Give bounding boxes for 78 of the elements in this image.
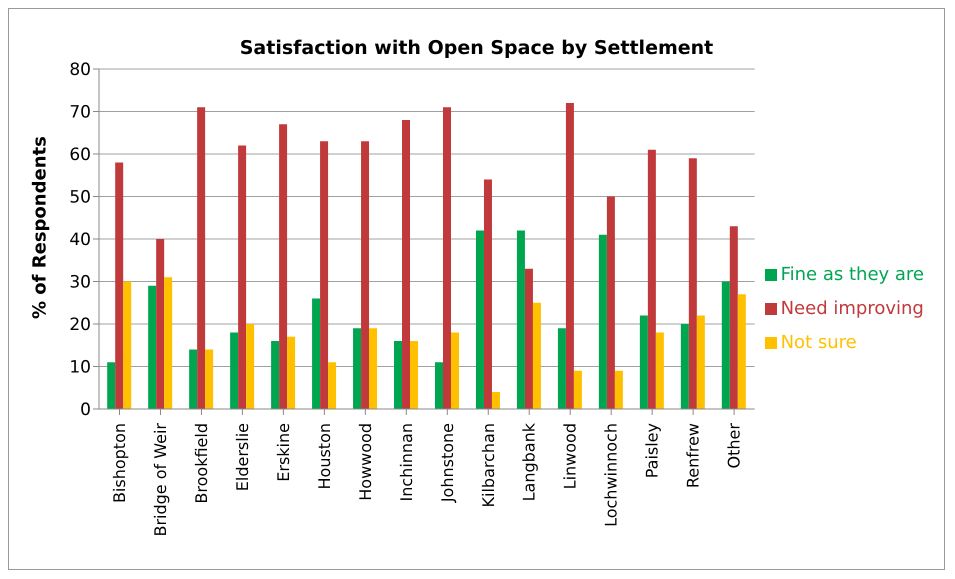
x-tick-label: Renfrew (684, 423, 703, 488)
x-tick-label: Howwood (356, 423, 375, 501)
y-tick-label: 0 (80, 400, 91, 420)
bar (598, 234, 607, 409)
legend-label: Fine as they are (780, 264, 924, 285)
bar (369, 328, 378, 409)
bar (738, 294, 746, 409)
bar (205, 350, 214, 409)
bar (287, 336, 296, 409)
bar (722, 282, 730, 409)
bar (164, 277, 172, 409)
bar (279, 124, 288, 409)
y-tick-label: 10 (69, 358, 91, 378)
bar (410, 341, 418, 409)
bar (123, 282, 132, 409)
bar (696, 316, 705, 409)
bar (614, 370, 623, 409)
bar (606, 196, 615, 409)
y-tick-label: 40 (69, 230, 91, 250)
x-tick-label: Brookfield (192, 423, 211, 504)
x-tick-label: Linwood (560, 423, 580, 490)
bar (271, 341, 280, 409)
y-tick-label: 30 (69, 272, 91, 293)
bar (484, 180, 492, 409)
x-tick-label: Johnstone (438, 423, 457, 504)
bar (230, 332, 238, 409)
bar (312, 298, 320, 409)
y-tick-label: 20 (69, 315, 91, 336)
bar (197, 107, 206, 409)
bar (566, 103, 574, 409)
bar (353, 328, 362, 409)
bar (680, 324, 689, 409)
x-tick-label: Bridge of Weir (150, 422, 170, 536)
bar (156, 239, 164, 409)
y-tick-label: 70 (69, 102, 91, 123)
y-tick-label: 60 (69, 145, 91, 166)
bar (524, 268, 533, 409)
x-tick-label: Erskine (274, 423, 293, 482)
bar (115, 162, 124, 409)
bar (688, 158, 697, 409)
bar (148, 286, 156, 409)
bar (442, 107, 451, 409)
bar (656, 332, 664, 409)
bar (476, 230, 484, 409)
x-tick-label: Lochwinnoch (602, 423, 621, 527)
x-tick-label: Langbank (520, 422, 539, 502)
x-tick-label: Inchinnan (396, 423, 416, 502)
x-tick-label: Kilbarchan (478, 423, 498, 508)
bar (320, 141, 328, 409)
bar (246, 324, 254, 409)
x-tick-label: Elderslie (232, 423, 252, 492)
bar (394, 341, 402, 409)
bar (532, 302, 541, 409)
y-axis-title: % of Respondents (29, 136, 50, 319)
y-tick-label: 80 (69, 60, 91, 80)
bar (361, 141, 370, 409)
bar (730, 226, 738, 409)
x-tick-label: Bishopton (110, 423, 129, 504)
bar (492, 392, 500, 409)
x-tick-label: Houston (314, 423, 334, 490)
bar (434, 362, 443, 409)
bar (648, 150, 656, 409)
y-tick-label: 50 (69, 188, 91, 208)
bar (189, 350, 198, 409)
bar (640, 316, 648, 409)
bar (238, 146, 246, 409)
bar (107, 362, 116, 409)
x-tick-label: Paisley (642, 423, 662, 478)
bar (558, 328, 566, 409)
bar (328, 362, 336, 409)
chart-title: Satisfaction with Open Space by Settlement (238, 37, 714, 59)
legend-label: Not sure (780, 332, 857, 353)
bar (574, 370, 582, 409)
legend-label: Need improving (780, 298, 924, 319)
x-tick-label: Other (724, 422, 744, 468)
bar (402, 120, 410, 409)
bar (450, 332, 459, 409)
bar (516, 230, 525, 409)
